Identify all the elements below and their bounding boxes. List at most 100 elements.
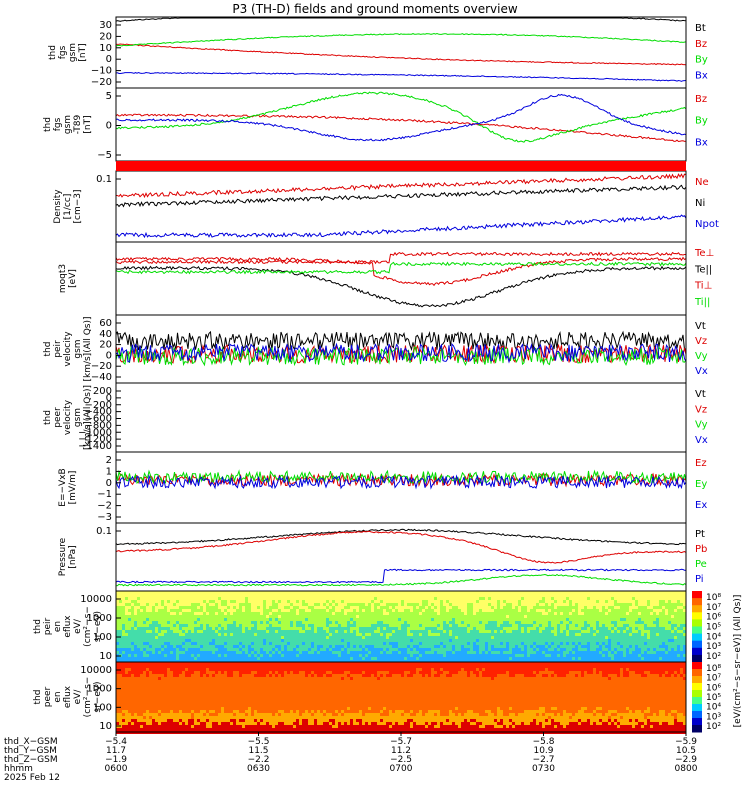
cell bbox=[599, 633, 602, 636]
cell bbox=[533, 615, 536, 618]
cell bbox=[380, 639, 383, 642]
cell bbox=[326, 648, 329, 651]
cell bbox=[260, 633, 263, 636]
cell bbox=[497, 648, 500, 651]
cell bbox=[665, 597, 668, 600]
cell bbox=[608, 591, 611, 594]
cell bbox=[146, 651, 149, 654]
cell bbox=[491, 603, 494, 606]
cell bbox=[653, 621, 656, 624]
cell bbox=[146, 686, 149, 689]
cell bbox=[611, 609, 614, 612]
cell bbox=[566, 654, 569, 657]
cell bbox=[341, 648, 344, 651]
cell bbox=[176, 639, 179, 642]
cell bbox=[275, 654, 278, 657]
cell bbox=[518, 609, 521, 612]
cell bbox=[503, 615, 506, 618]
cell bbox=[509, 603, 512, 606]
cell bbox=[617, 603, 620, 606]
cell bbox=[332, 648, 335, 651]
cell bbox=[551, 615, 554, 618]
cell bbox=[497, 609, 500, 612]
cell bbox=[320, 651, 323, 654]
cell bbox=[521, 618, 524, 621]
cell bbox=[368, 615, 371, 618]
cell bbox=[593, 600, 596, 603]
cell bbox=[143, 710, 146, 713]
cell bbox=[308, 636, 311, 639]
cell bbox=[530, 654, 533, 657]
cell bbox=[638, 642, 641, 645]
cell bbox=[413, 648, 416, 651]
cell bbox=[176, 603, 179, 606]
cell bbox=[665, 645, 668, 648]
cell bbox=[596, 621, 599, 624]
cell bbox=[584, 615, 587, 618]
cell bbox=[623, 642, 626, 645]
cell bbox=[188, 630, 191, 633]
cell bbox=[128, 668, 131, 671]
cell bbox=[218, 609, 221, 612]
cell bbox=[614, 624, 617, 627]
cell bbox=[545, 591, 548, 594]
cell bbox=[152, 621, 155, 624]
cell bbox=[197, 609, 200, 612]
cell bbox=[416, 630, 419, 633]
cell bbox=[668, 651, 671, 654]
cell bbox=[290, 627, 293, 630]
cell bbox=[167, 621, 170, 624]
cell bbox=[500, 630, 503, 633]
ytick-efield-2: 0 bbox=[106, 478, 112, 489]
cell bbox=[611, 648, 614, 651]
cell bbox=[305, 615, 308, 618]
cell bbox=[524, 642, 527, 645]
cell bbox=[368, 591, 371, 594]
cell bbox=[443, 609, 446, 612]
cell bbox=[215, 597, 218, 600]
cell bbox=[671, 654, 674, 657]
cell bbox=[395, 621, 398, 624]
cell bbox=[119, 665, 122, 668]
cell bbox=[389, 645, 392, 648]
frame-ve bbox=[115, 382, 687, 453]
cell bbox=[227, 651, 230, 654]
cell bbox=[404, 597, 407, 600]
legend-vi-2: Vy bbox=[695, 351, 708, 362]
cell bbox=[116, 692, 119, 695]
cell bbox=[521, 654, 524, 657]
cell bbox=[242, 636, 245, 639]
cell bbox=[605, 609, 608, 612]
cell bbox=[509, 636, 512, 639]
cell bbox=[248, 600, 251, 603]
cell bbox=[533, 603, 536, 606]
cell bbox=[257, 609, 260, 612]
cell bbox=[566, 639, 569, 642]
cell bbox=[212, 639, 215, 642]
cell bbox=[584, 639, 587, 642]
cell bbox=[506, 642, 509, 645]
cell bbox=[614, 615, 617, 618]
cell bbox=[206, 633, 209, 636]
cell bbox=[131, 657, 134, 660]
cell bbox=[278, 609, 281, 612]
cell bbox=[491, 600, 494, 603]
cell bbox=[482, 654, 485, 657]
cell bbox=[683, 657, 686, 660]
cell bbox=[593, 609, 596, 612]
cell bbox=[143, 662, 146, 665]
cell bbox=[488, 624, 491, 627]
cell bbox=[185, 603, 188, 606]
cell bbox=[614, 627, 617, 630]
cell bbox=[593, 606, 596, 609]
cell bbox=[566, 630, 569, 633]
cell bbox=[128, 686, 131, 689]
cell bbox=[482, 639, 485, 642]
cell bbox=[464, 633, 467, 636]
cell bbox=[545, 636, 548, 639]
cell bbox=[497, 618, 500, 621]
cell bbox=[647, 642, 650, 645]
cell bbox=[236, 603, 239, 606]
cell bbox=[245, 618, 248, 621]
